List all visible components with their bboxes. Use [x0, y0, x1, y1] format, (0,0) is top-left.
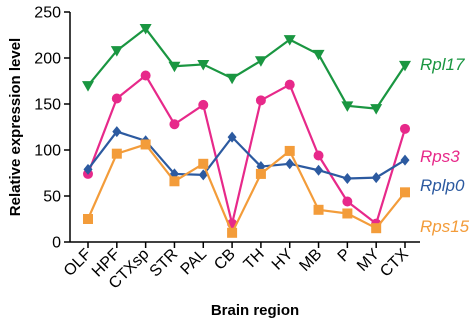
y-axis-title: Relative expression level [7, 38, 24, 216]
data-point-rpl17-hpf [110, 46, 123, 57]
data-point-rpl17-p [341, 101, 354, 112]
data-point-rps3-mb [313, 150, 324, 161]
y-tick-label: 200 [34, 51, 61, 68]
x-tick-label-hy: HY [269, 246, 297, 274]
x-tick-label-pal: PAL [178, 246, 211, 279]
x-tick-label-cb: CB [211, 246, 239, 274]
series-rplp0 [83, 126, 410, 185]
x-tick-label-olf: OLF [61, 246, 95, 280]
data-point-rps15-my [371, 223, 382, 234]
data-point-rps15-hpf [111, 148, 122, 159]
data-point-rps3-hy [284, 79, 295, 90]
series-rps15 [83, 139, 410, 238]
y-tick-label: 50 [43, 189, 61, 206]
data-point-rps15-pal [198, 158, 209, 169]
data-point-rps15-str [169, 176, 180, 187]
y-tick-label: 100 [34, 143, 61, 160]
series-line-rpl17 [87, 27, 406, 110]
data-point-rps15-mb [313, 204, 324, 215]
series-label-rps15: Rps15 [420, 217, 470, 236]
data-point-rplp0-ctx [400, 154, 410, 166]
x-tick-label-p: P [335, 246, 355, 266]
series-label-rpl17: Rpl17 [420, 55, 465, 74]
data-point-rpl17-olf [82, 81, 94, 92]
data-point-rpl17-pal [197, 59, 210, 71]
x-axis-title: Brain region [211, 302, 299, 319]
data-point-rps15-p [342, 208, 353, 219]
y-tick-label: 150 [34, 97, 61, 114]
data-point-rpl17-mb [312, 49, 325, 61]
data-point-rplp0-hpf [112, 126, 122, 138]
data-point-rpl17-str [168, 61, 181, 73]
data-point-rps15-olf [83, 214, 93, 224]
data-point-rplp0-my [371, 172, 381, 184]
data-point-rps3-th [255, 95, 266, 106]
data-point-rps15-cb [227, 227, 238, 238]
series-line-rps3 [86, 74, 407, 225]
x-tick-label-ctx: CTX [377, 246, 412, 281]
data-point-rpl17-ctx [399, 60, 411, 72]
labels-group: Rpl17 Rps3 Rplp0 Rps15 [420, 55, 470, 236]
series-group [82, 24, 411, 238]
data-point-rpl17-ctxsp [139, 24, 152, 35]
series-label-rplp0: Rplp0 [420, 176, 465, 195]
data-point-rps3-p [342, 196, 353, 207]
y-tick-label: 0 [52, 235, 61, 252]
series-label-rps3: Rps3 [420, 147, 460, 166]
data-point-rps3-pal [198, 99, 209, 110]
data-point-rpl17-hy [283, 35, 296, 46]
data-point-rps15-ctx [400, 187, 410, 198]
data-point-rplp0-pal [198, 169, 208, 181]
data-point-rplp0-hy [285, 158, 295, 170]
data-point-rps15-ctxsp [140, 139, 151, 150]
data-point-rpl17-th [254, 56, 267, 67]
data-point-rps3-ctx [400, 123, 410, 134]
data-point-rps3-hpf [111, 93, 122, 104]
x-tick-label-str: STR [147, 246, 182, 281]
data-point-rps3-ctxsp [140, 70, 151, 81]
data-point-rplp0-mb [314, 164, 324, 176]
data-point-rps15-th [255, 168, 266, 179]
data-point-rpl17-my [370, 104, 383, 115]
series-rpl17 [82, 24, 411, 115]
y-tick-label: 250 [34, 5, 61, 22]
series-line-rplp0 [87, 130, 406, 180]
x-tick-label-th: TH [241, 246, 268, 273]
data-point-rpl17-cb [226, 73, 239, 85]
data-point-rplp0-cb [227, 131, 237, 143]
data-point-rps15-hy [284, 145, 295, 156]
data-point-rps3-str [169, 119, 180, 130]
data-point-rplp0-olf [83, 163, 93, 175]
x-tick-label-mb: MB [296, 246, 325, 275]
data-point-rplp0-p [342, 173, 352, 185]
